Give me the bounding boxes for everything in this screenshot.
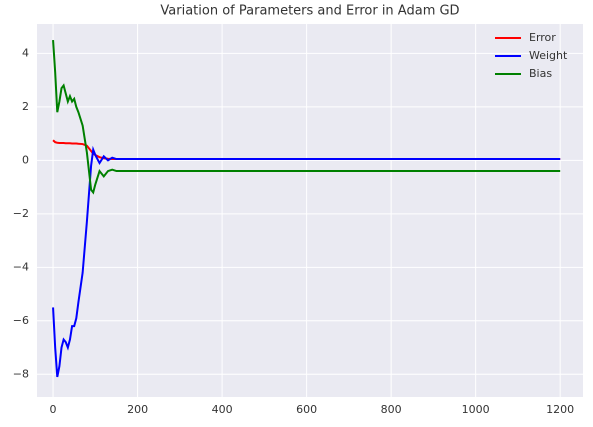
y-tick-label: −8: [13, 367, 29, 380]
x-tick-label: 1000: [462, 403, 490, 416]
x-tick-label: 600: [296, 403, 317, 416]
y-tick-label: 2: [22, 100, 29, 113]
plot-area: [37, 24, 583, 397]
x-tick-label: 400: [212, 403, 233, 416]
series-line: [52, 145, 561, 378]
x-tick-label: 0: [50, 403, 57, 416]
series-line: [52, 39, 561, 195]
y-tick-label: −6: [13, 314, 29, 327]
y-tick-label: −2: [13, 207, 29, 220]
legend-label: Bias: [529, 67, 552, 80]
chart-title: Variation of Parameters and Error in Ada…: [160, 4, 459, 19]
x-tick-label: 1200: [546, 403, 574, 416]
x-tick-label: 200: [127, 403, 148, 416]
y-tick-label: −4: [13, 260, 29, 273]
x-tick-label: 800: [381, 403, 402, 416]
y-tick-label: 4: [22, 46, 29, 59]
series-line: [52, 139, 561, 161]
legend-label: Weight: [529, 49, 568, 62]
legend-label: Error: [529, 31, 556, 44]
y-tick-label: 0: [22, 153, 29, 166]
